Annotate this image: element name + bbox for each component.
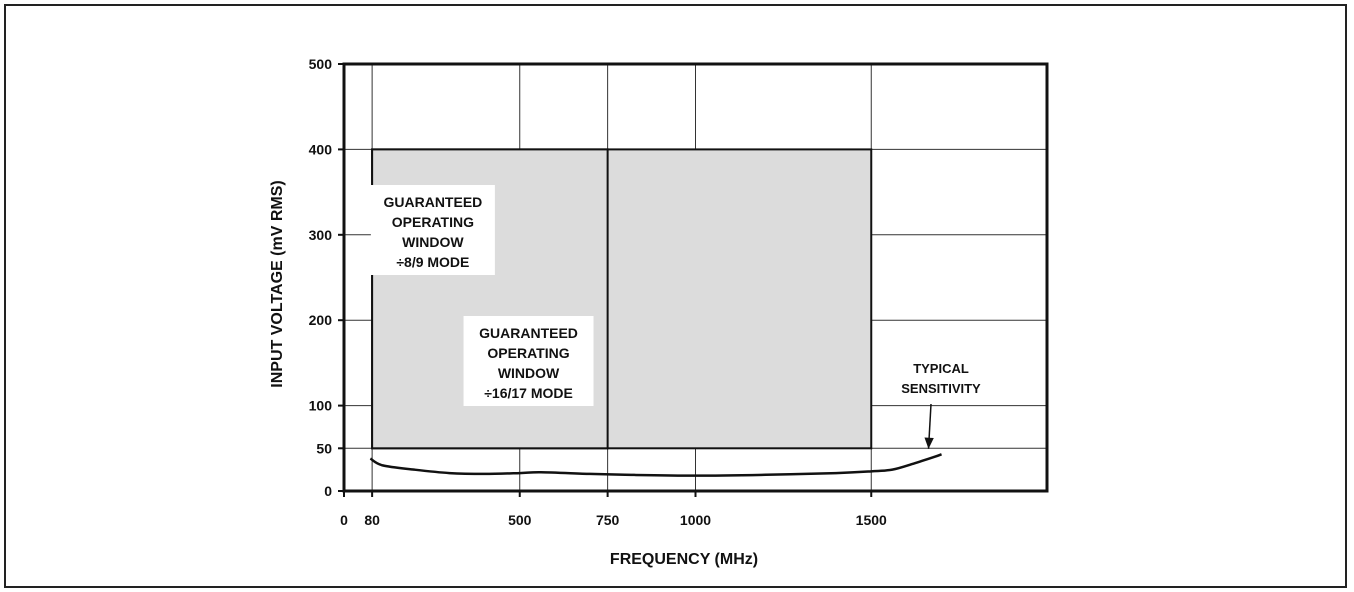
y-tick-label: 100 <box>309 398 333 414</box>
series-layer <box>369 453 942 477</box>
sensitivity-chart: 0 80 500 750 1000 1500 0 50 100 200 300 400 500 GUAR… <box>269 56 1049 568</box>
region-labels: GUARANTEED OPERATING WINDOW ÷8/9 MODE GUARAN… <box>370 185 594 406</box>
figure-frame: 0 80 500 750 1000 1500 0 50 100 200 300 400 500 GUAR… <box>4 4 1347 588</box>
region-label-box <box>463 316 594 406</box>
region-label-box <box>370 185 495 275</box>
plot-area-border <box>338 62 1049 497</box>
x-tick-label: 500 <box>508 512 532 528</box>
annotation-text-line: TYPICAL <box>913 361 969 376</box>
region-label-line: GUARANTEED <box>479 325 578 341</box>
typical-sensitivity-line <box>369 453 942 477</box>
region-label-line: ÷16/17 MODE <box>484 385 573 401</box>
x-tick-label: 1500 <box>856 512 887 528</box>
region-label-line: OPERATING <box>392 214 474 230</box>
annotation-arrowhead <box>924 437 934 449</box>
region-label-line: GUARANTEED <box>383 194 482 210</box>
annotations: TYPICAL SENSITIVITY <box>901 361 981 449</box>
tick-labels: 0 80 500 750 1000 1500 0 50 100 200 300 400 500 <box>309 56 887 528</box>
x-tick-label: 750 <box>596 512 620 528</box>
y-axis-title: INPUT VOLTAGE (mV RMS) <box>269 180 286 387</box>
region-label-line: OPERATING <box>487 345 569 361</box>
region-label-line: WINDOW <box>402 234 464 250</box>
x-tick-label: 80 <box>364 512 380 528</box>
x-axis-title: FREQUENCY (MHz) <box>610 551 758 568</box>
y-tick-label: 500 <box>309 56 333 72</box>
region-label-line: WINDOW <box>498 365 560 381</box>
x-tick-label: 1000 <box>680 512 711 528</box>
y-tick-label: 400 <box>309 141 333 157</box>
region-label-line: ÷8/9 MODE <box>396 254 469 270</box>
y-tick-label: 300 <box>309 227 333 243</box>
x-tick-label: 0 <box>340 512 348 528</box>
y-tick-label: 50 <box>316 440 332 456</box>
annotation-text-line: SENSITIVITY <box>901 381 981 396</box>
y-tick-label: 200 <box>309 312 333 328</box>
y-tick-label: 0 <box>324 483 332 499</box>
